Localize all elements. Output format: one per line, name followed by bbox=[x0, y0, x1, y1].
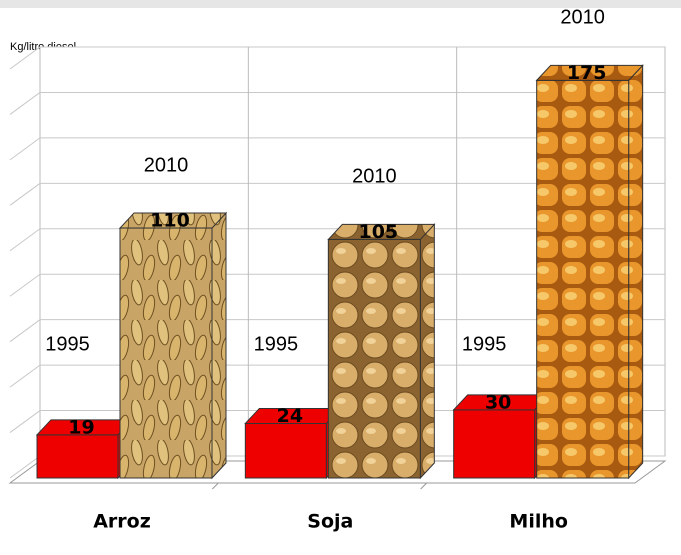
grid-side bbox=[10, 365, 40, 387]
x-tick-label: Soja bbox=[307, 511, 353, 533]
grid-side bbox=[10, 229, 40, 251]
bar-side bbox=[212, 213, 226, 478]
series-label: 1995 bbox=[254, 333, 299, 355]
grid-side bbox=[10, 92, 40, 114]
x-tick-label: Arroz bbox=[93, 511, 151, 533]
grid-side bbox=[10, 411, 40, 433]
value-label: 175 bbox=[567, 62, 607, 84]
bar-front bbox=[120, 228, 212, 478]
grid-side bbox=[10, 274, 40, 296]
bar-front bbox=[37, 435, 118, 478]
bar bbox=[120, 213, 226, 478]
value-label: 19 bbox=[68, 416, 94, 438]
bar-front bbox=[245, 423, 326, 478]
bar-side bbox=[629, 65, 643, 478]
bar bbox=[537, 65, 643, 478]
value-label: 24 bbox=[277, 405, 303, 427]
x-tick-label: Milho bbox=[509, 511, 568, 533]
series-label: 2010 bbox=[144, 154, 189, 176]
bar-front bbox=[537, 80, 629, 478]
chart: Kg/litro diesel Arroz1919951102010Soja24… bbox=[0, 0, 681, 555]
grid-side bbox=[10, 183, 40, 205]
series-label: 1995 bbox=[45, 333, 90, 355]
value-label: 110 bbox=[150, 210, 190, 232]
bar-front bbox=[454, 410, 535, 478]
grid-side bbox=[10, 138, 40, 160]
series-label: 1995 bbox=[462, 333, 507, 355]
floor-tick bbox=[421, 483, 427, 489]
bar bbox=[328, 224, 434, 478]
series-label: 2010 bbox=[352, 166, 397, 188]
bar-front bbox=[328, 239, 420, 478]
value-label: 30 bbox=[485, 391, 511, 413]
series-label: 2010 bbox=[560, 7, 605, 29]
floor-tick bbox=[212, 483, 218, 489]
value-label: 105 bbox=[358, 221, 398, 243]
grid-side bbox=[10, 320, 40, 342]
bar-side bbox=[420, 224, 434, 478]
